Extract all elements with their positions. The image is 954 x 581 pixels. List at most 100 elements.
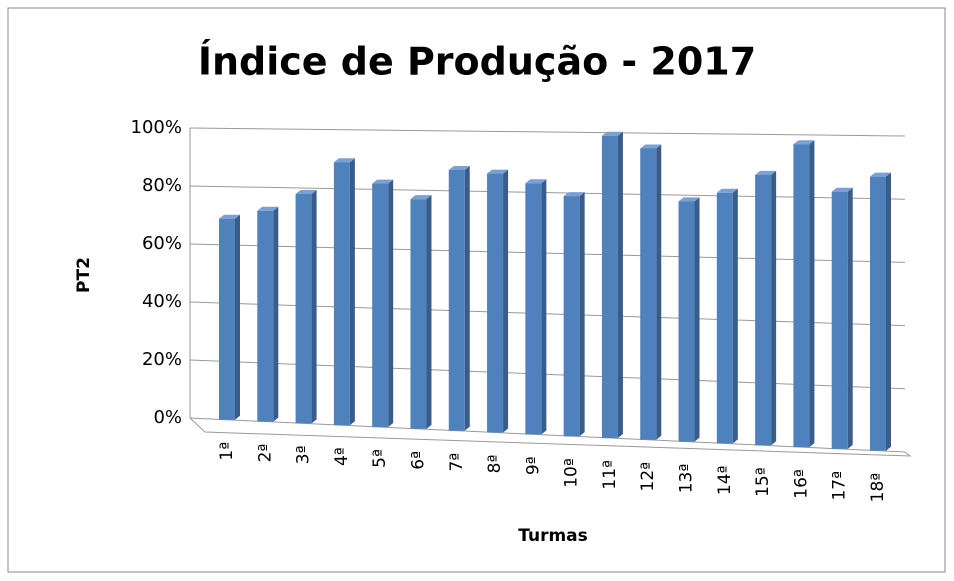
bar-top <box>219 214 240 219</box>
bar-front <box>601 135 618 438</box>
bar <box>448 165 470 431</box>
y-tick-label: 100% <box>131 117 182 138</box>
bar-top <box>678 197 700 202</box>
bar <box>678 197 700 442</box>
bar-front <box>831 191 848 449</box>
bar-top <box>716 188 738 193</box>
bar-side <box>579 192 585 437</box>
bar-front <box>487 173 504 433</box>
bar-front <box>563 196 580 437</box>
bar <box>640 144 662 440</box>
bar-side <box>311 189 317 424</box>
bar-top <box>295 189 317 194</box>
bar-front <box>640 148 657 440</box>
bar <box>487 169 509 433</box>
bar <box>755 170 777 446</box>
x-tick-label: 3ª <box>294 445 314 464</box>
x-tick-label: 1ª <box>217 442 237 461</box>
bar-front <box>755 174 772 446</box>
bar-top <box>831 187 853 192</box>
bar-top <box>755 170 777 175</box>
y-tick-label: 0% <box>153 407 182 428</box>
x-tick-label: 17ª <box>830 471 850 501</box>
bar-top <box>410 195 432 200</box>
bar-top <box>448 165 470 170</box>
bar-side <box>349 158 355 426</box>
bar <box>257 206 279 422</box>
bar-front <box>448 169 465 431</box>
bar <box>410 195 432 429</box>
bar <box>563 192 585 437</box>
x-tick-label: 11ª <box>600 460 620 490</box>
bar-front <box>525 183 542 435</box>
x-tick-label: 7ª <box>447 453 467 472</box>
grid-line <box>189 185 906 200</box>
x-tick-label: 10ª <box>562 458 582 488</box>
bar-front <box>870 176 886 451</box>
x-tick-label: 12ª <box>638 462 658 492</box>
bar-front <box>372 183 389 428</box>
bar-side <box>694 197 700 442</box>
bar-side <box>886 172 891 451</box>
bar-side <box>464 165 470 431</box>
bar <box>295 189 317 424</box>
bar-top <box>372 179 394 184</box>
bar <box>870 172 891 451</box>
x-axis-label: Turmas <box>518 526 588 546</box>
bar <box>601 131 623 438</box>
bar-side <box>235 214 240 420</box>
bar-side <box>541 179 547 435</box>
bar-top <box>563 192 585 197</box>
bar <box>333 158 355 426</box>
x-tick-label: 5ª <box>370 449 390 468</box>
bar-side <box>503 169 509 433</box>
x-tick-label: 13ª <box>677 464 697 494</box>
x-tick-label: 8ª <box>485 455 505 474</box>
bar <box>525 179 547 435</box>
bar-top <box>257 206 279 211</box>
bar <box>219 214 240 420</box>
bar-front <box>678 201 695 442</box>
x-tick-label: 18ª <box>868 473 888 503</box>
bar-front <box>219 218 235 420</box>
chart-frame <box>7 7 946 573</box>
bar-side <box>771 170 777 446</box>
bar-side <box>617 131 623 438</box>
bar-top <box>333 158 355 163</box>
bar-front <box>333 162 350 426</box>
y-tick-label: 20% <box>142 349 182 370</box>
x-tick-label: 9ª <box>523 456 543 475</box>
x-tick-label: 14ª <box>715 465 735 495</box>
bar-top <box>793 140 815 145</box>
bar-side <box>732 188 738 444</box>
x-tick-label: 4ª <box>332 447 352 466</box>
bar-front <box>793 144 810 448</box>
floor <box>189 417 912 457</box>
x-tick-label: 2ª <box>255 444 275 463</box>
bar <box>716 188 738 444</box>
bar-top <box>601 131 623 136</box>
bar-side <box>388 179 394 428</box>
bar-top <box>525 179 547 184</box>
bar-top <box>640 144 662 149</box>
x-tick-label: 16ª <box>791 469 811 499</box>
bar-top <box>870 172 891 177</box>
y-axis-label: PT2 <box>74 257 94 293</box>
y-tick-label: 60% <box>142 233 182 254</box>
bar-side <box>847 187 853 449</box>
bar <box>372 179 394 428</box>
x-tick-label: 6ª <box>408 451 428 470</box>
bar <box>831 187 853 449</box>
grid-line <box>189 127 906 137</box>
bar-front <box>295 193 312 424</box>
y-tick-label: 40% <box>142 291 182 312</box>
bar-top <box>487 169 509 174</box>
bar-side <box>273 206 279 422</box>
grid-line <box>189 417 906 453</box>
bar-side <box>426 195 432 429</box>
bar-front <box>716 192 733 444</box>
bar-front <box>410 199 427 429</box>
x-tick-label: 15ª <box>753 467 773 497</box>
bar-side <box>809 140 815 448</box>
